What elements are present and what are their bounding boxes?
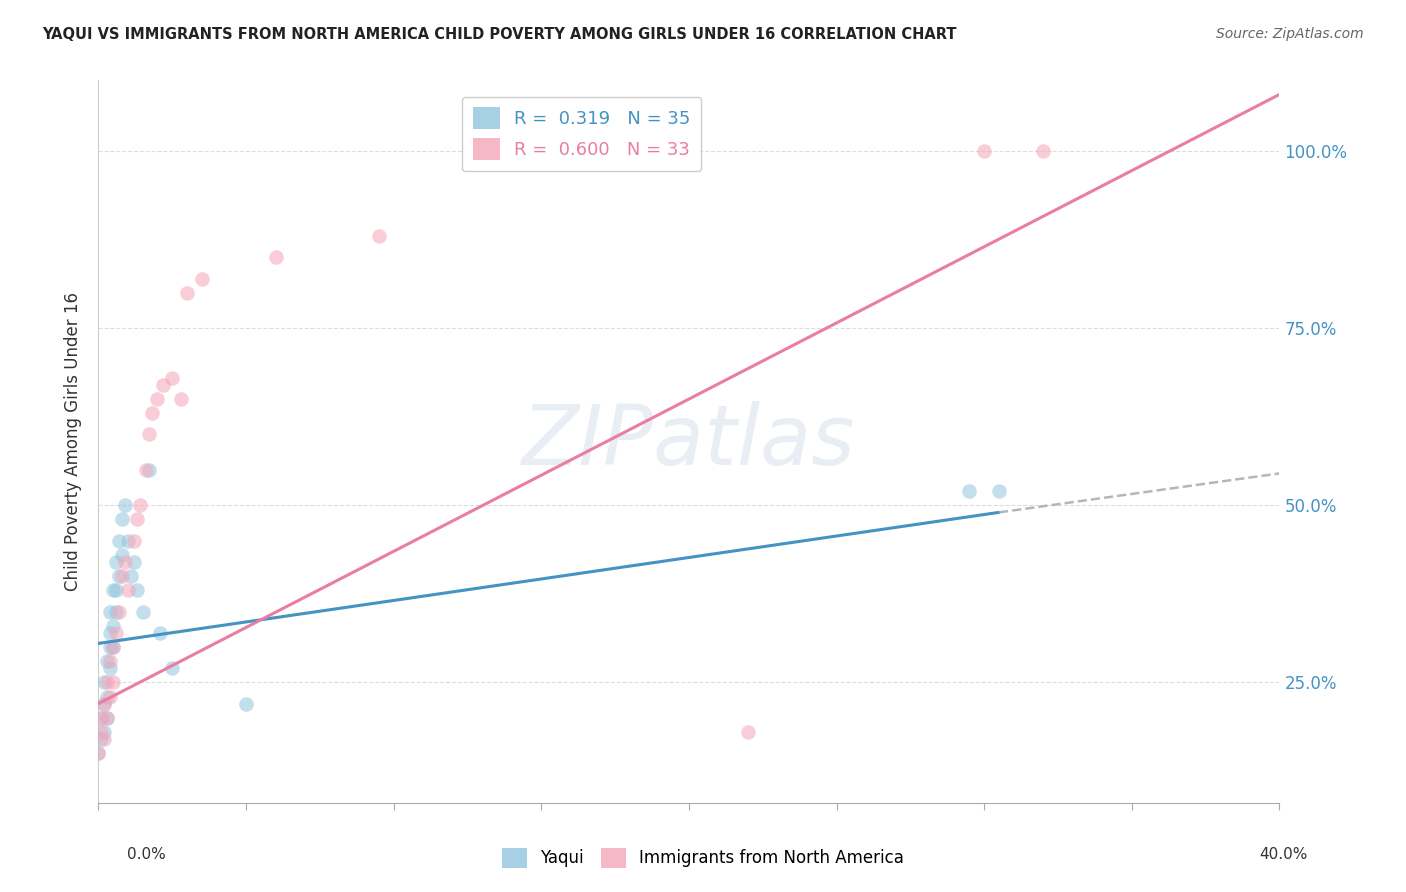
Text: Source: ZipAtlas.com: Source: ZipAtlas.com xyxy=(1216,27,1364,41)
Point xyxy=(264,251,287,265)
Point xyxy=(122,555,145,569)
Point xyxy=(1032,144,1054,158)
Point xyxy=(152,377,174,392)
Point xyxy=(120,569,142,583)
Point xyxy=(105,625,128,640)
Text: 40.0%: 40.0% xyxy=(1260,847,1308,863)
Point xyxy=(368,229,391,244)
Point xyxy=(122,533,145,548)
Point xyxy=(87,746,110,760)
Point xyxy=(93,697,115,711)
Point xyxy=(176,285,198,300)
Point xyxy=(96,711,118,725)
Point xyxy=(128,498,150,512)
Point xyxy=(93,732,115,747)
Point xyxy=(737,725,759,739)
Point xyxy=(138,463,160,477)
Point xyxy=(93,725,115,739)
Point xyxy=(959,484,981,499)
Point xyxy=(96,711,118,725)
Point xyxy=(125,583,148,598)
Point xyxy=(105,583,128,598)
Point xyxy=(96,675,118,690)
Point xyxy=(114,498,136,512)
Point xyxy=(125,512,148,526)
Point xyxy=(117,583,139,598)
Point xyxy=(132,605,155,619)
Point xyxy=(90,732,112,747)
Legend: R =  0.319   N = 35, R =  0.600   N = 33: R = 0.319 N = 35, R = 0.600 N = 33 xyxy=(461,96,702,171)
Point xyxy=(103,640,125,654)
Text: 0.0%: 0.0% xyxy=(127,847,166,863)
Point xyxy=(96,654,118,668)
Point xyxy=(98,654,121,668)
Point xyxy=(988,484,1011,499)
Point xyxy=(90,711,112,725)
Text: YAQUI VS IMMIGRANTS FROM NORTH AMERICA CHILD POVERTY AMONG GIRLS UNDER 16 CORREL: YAQUI VS IMMIGRANTS FROM NORTH AMERICA C… xyxy=(42,27,956,42)
Point xyxy=(135,463,157,477)
Point xyxy=(141,406,163,420)
Point xyxy=(96,690,118,704)
Point xyxy=(90,725,112,739)
Point xyxy=(103,618,125,632)
Text: ZIPatlas: ZIPatlas xyxy=(522,401,856,482)
Point xyxy=(138,427,160,442)
Point xyxy=(114,555,136,569)
Point xyxy=(98,605,121,619)
Point xyxy=(105,605,128,619)
Point xyxy=(191,271,214,285)
Point xyxy=(111,569,134,583)
Point xyxy=(108,533,131,548)
Point xyxy=(111,512,134,526)
Point xyxy=(117,533,139,548)
Point xyxy=(170,392,193,406)
Point xyxy=(973,144,995,158)
Legend: Yaqui, Immigrants from North America: Yaqui, Immigrants from North America xyxy=(495,841,911,875)
Point xyxy=(98,690,121,704)
Point xyxy=(87,746,110,760)
Point xyxy=(103,583,125,598)
Point xyxy=(162,661,183,675)
Y-axis label: Child Poverty Among Girls Under 16: Child Poverty Among Girls Under 16 xyxy=(65,292,83,591)
Point xyxy=(108,569,131,583)
Point xyxy=(108,605,131,619)
Point xyxy=(149,625,172,640)
Point xyxy=(98,625,121,640)
Point xyxy=(103,675,125,690)
Point xyxy=(146,392,169,406)
Point xyxy=(235,697,257,711)
Point xyxy=(98,640,121,654)
Point xyxy=(105,555,128,569)
Point xyxy=(93,697,115,711)
Point xyxy=(93,675,115,690)
Point xyxy=(111,548,134,562)
Point xyxy=(162,371,183,385)
Point xyxy=(98,661,121,675)
Point xyxy=(90,711,112,725)
Point xyxy=(103,640,125,654)
